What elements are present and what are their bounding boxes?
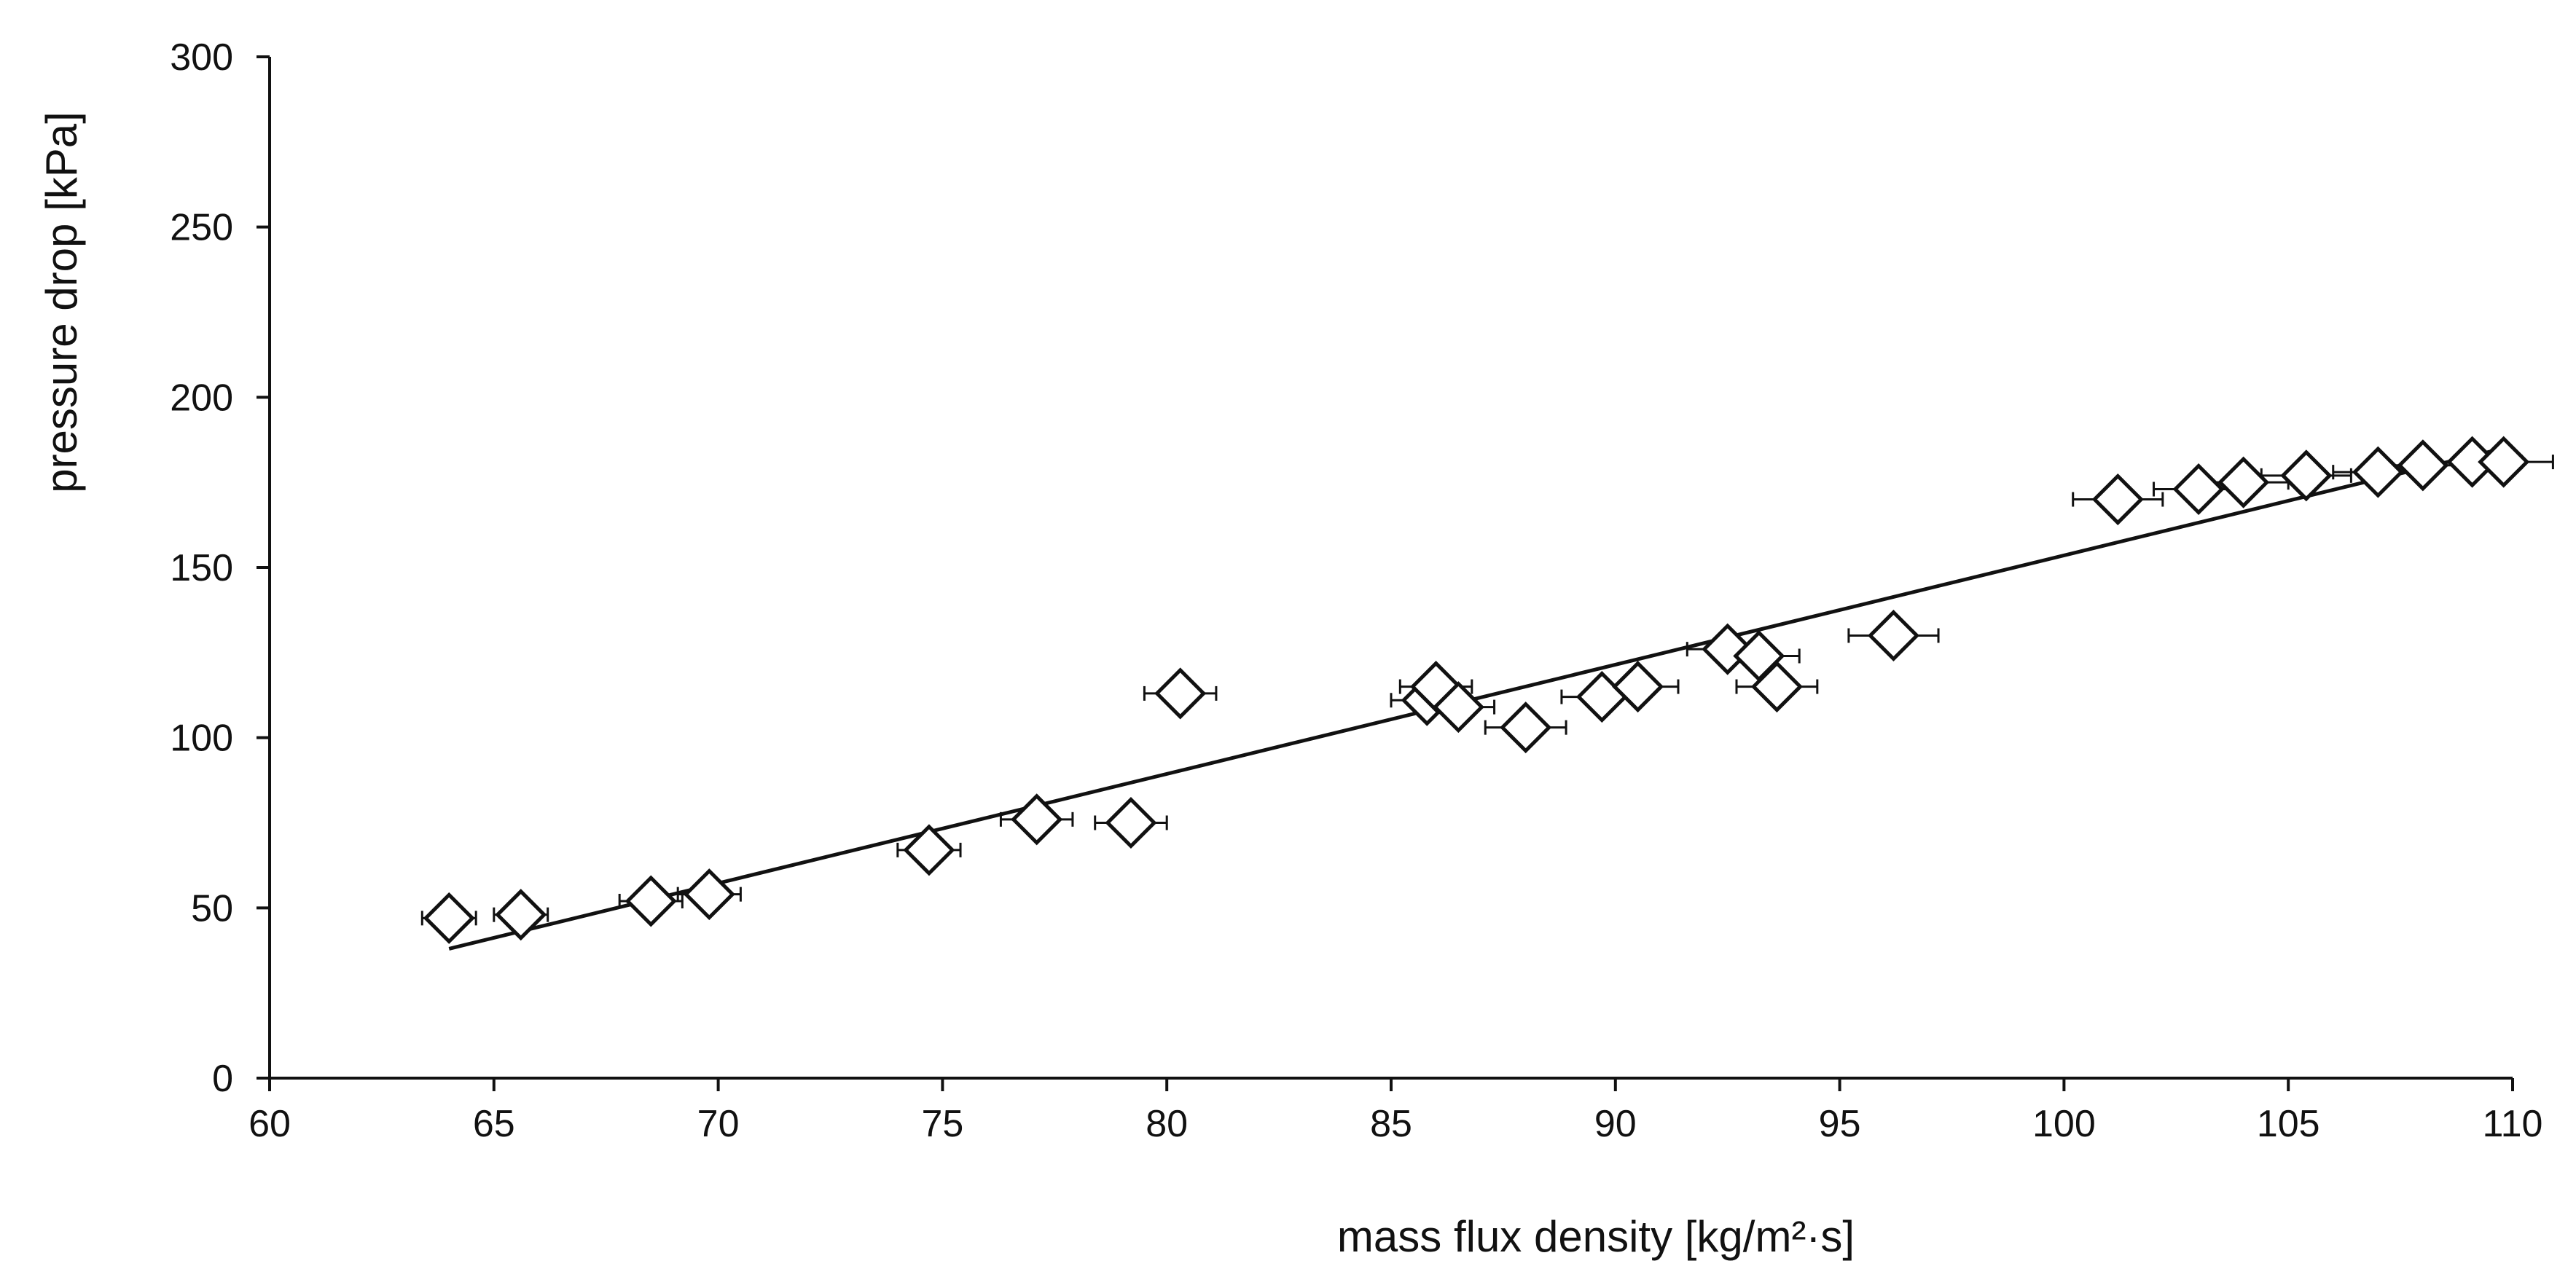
x-tick-label: 85 bbox=[1370, 1103, 1412, 1145]
data-point bbox=[495, 889, 547, 941]
data-point bbox=[683, 868, 735, 921]
y-tick-label: 0 bbox=[212, 1058, 233, 1100]
data-point bbox=[903, 824, 955, 876]
data-point bbox=[1867, 609, 1920, 662]
x-tick-label: 95 bbox=[1819, 1103, 1861, 1145]
y-tick-label: 100 bbox=[170, 718, 233, 760]
x-tick-label: 100 bbox=[2032, 1103, 2096, 1145]
x-tick-label: 110 bbox=[2483, 1103, 2543, 1145]
data-point bbox=[1612, 661, 1664, 713]
data-point bbox=[625, 875, 677, 927]
x-tick-label: 105 bbox=[2257, 1103, 2320, 1145]
x-tick-label: 60 bbox=[248, 1103, 291, 1145]
tick-labels: 0 50 100 150 200 250 300 60 65 70 75 80 85 90 95 100 105… bbox=[170, 36, 2542, 1145]
y-tick-label: 150 bbox=[170, 547, 233, 589]
y-tick-label: 50 bbox=[191, 887, 233, 930]
y-tick-label: 300 bbox=[170, 36, 233, 79]
data-point bbox=[1154, 667, 1207, 720]
data-point bbox=[2172, 463, 2225, 516]
trendline-group bbox=[448, 447, 2505, 951]
y-tick-label: 250 bbox=[170, 207, 233, 249]
data-point bbox=[2280, 449, 2333, 502]
data-point bbox=[423, 892, 475, 944]
data-point bbox=[1105, 796, 1157, 849]
data-markers bbox=[423, 436, 2530, 944]
x-axis-title: mass flux density [kg/m²·s] bbox=[1337, 1212, 1855, 1261]
data-point bbox=[2217, 456, 2270, 508]
data-point bbox=[1750, 661, 1803, 713]
x-tick-label: 75 bbox=[921, 1103, 963, 1145]
trendline bbox=[448, 447, 2505, 951]
data-point bbox=[2478, 436, 2530, 488]
x-tick-label: 70 bbox=[697, 1103, 740, 1145]
x-tick-label: 65 bbox=[473, 1103, 515, 1145]
x-tick-label: 90 bbox=[1594, 1103, 1637, 1145]
data-point bbox=[2397, 439, 2449, 492]
axes bbox=[257, 55, 2514, 1091]
data-point bbox=[1011, 793, 1063, 846]
data-point bbox=[1500, 702, 1552, 754]
data-point bbox=[1432, 681, 1484, 734]
data-point bbox=[2352, 446, 2404, 498]
y-tick-label: 200 bbox=[170, 377, 233, 419]
x-tick-label: 80 bbox=[1146, 1103, 1188, 1145]
y-axis-title: pressure drop [kPa] bbox=[37, 111, 86, 493]
data-point bbox=[2091, 473, 2144, 526]
